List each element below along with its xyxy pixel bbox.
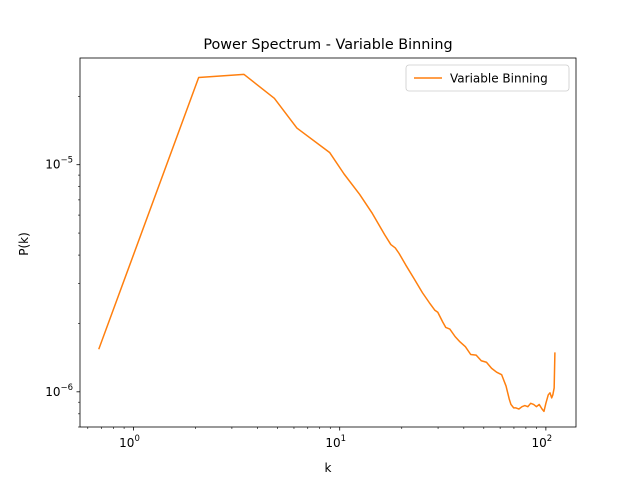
x-tick-label: 100 xyxy=(119,434,140,450)
y-axis-label: P(k) xyxy=(17,232,31,256)
plot-area: 100 101 102 10−6 10−5 xyxy=(45,57,577,450)
x-axis-label: k xyxy=(325,461,332,475)
x-tick-label: 101 xyxy=(325,434,346,450)
y-tick-label: 10−6 xyxy=(45,383,73,399)
legend: Variable Binning xyxy=(405,64,570,92)
y-tick-label: 10−5 xyxy=(45,156,73,172)
legend-box xyxy=(405,64,570,92)
legend-label: Variable Binning xyxy=(450,72,548,86)
x-tick-label: 102 xyxy=(532,434,553,450)
axes-frame xyxy=(79,57,577,428)
series-line xyxy=(98,73,556,413)
chart-title: Power Spectrum - Variable Binning xyxy=(203,37,452,53)
